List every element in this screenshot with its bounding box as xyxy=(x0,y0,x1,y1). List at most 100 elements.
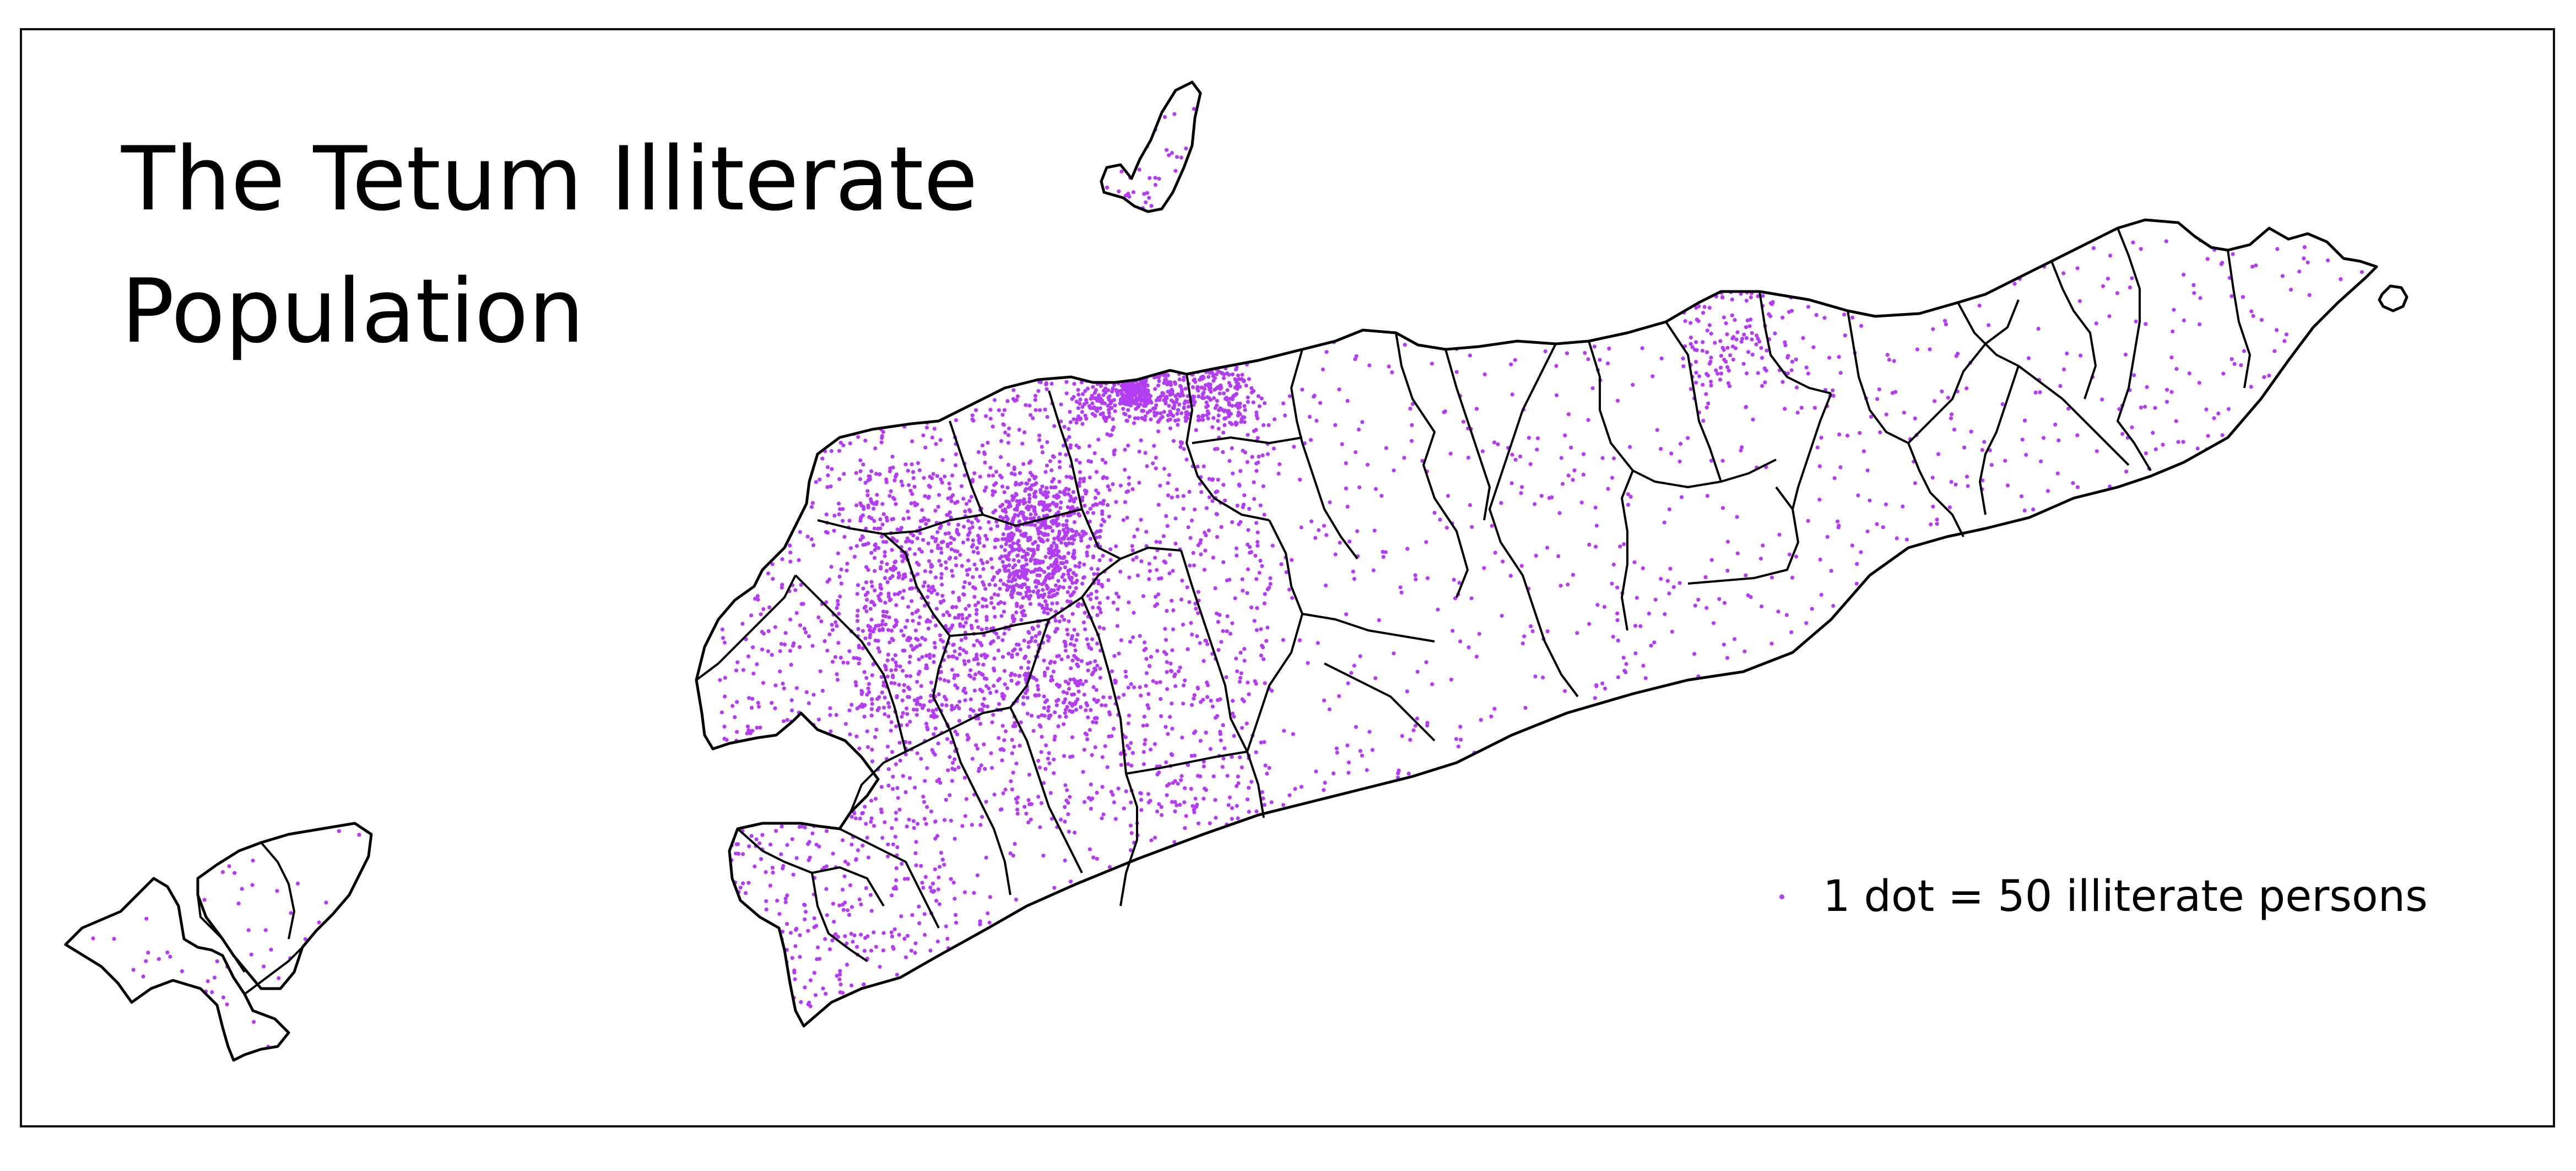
population-dot xyxy=(1150,970,1154,975)
population-dot xyxy=(908,674,913,678)
population-dot xyxy=(920,636,924,640)
population-dot xyxy=(1080,530,1085,534)
population-dot xyxy=(1204,847,1209,851)
population-dot xyxy=(1620,700,1625,705)
population-dot xyxy=(1194,607,1198,611)
population-dot xyxy=(1270,992,1274,997)
population-dot xyxy=(869,707,874,711)
population-dot xyxy=(1575,631,1579,635)
population-dot xyxy=(1051,454,1055,458)
population-dot xyxy=(954,418,958,423)
population-dot xyxy=(2013,946,2017,950)
population-dot xyxy=(2060,634,2065,638)
population-dot xyxy=(1760,384,1765,388)
population-dot xyxy=(1259,740,1263,744)
population-dot xyxy=(1891,269,1895,274)
population-dot xyxy=(1316,827,1320,832)
population-dot xyxy=(2024,1018,2028,1022)
population-dot xyxy=(881,539,886,544)
population-dot xyxy=(912,646,917,651)
population-dot xyxy=(1100,816,1104,821)
population-dot xyxy=(2315,344,2320,348)
population-dot xyxy=(1583,350,1587,355)
population-dot xyxy=(1633,651,1638,656)
population-dot xyxy=(888,566,893,571)
population-dot xyxy=(1024,481,1029,485)
population-dot xyxy=(1052,424,1057,428)
population-dot xyxy=(1587,263,1592,267)
population-dot xyxy=(1760,817,1765,821)
population-dot xyxy=(1673,915,1677,919)
population-dot xyxy=(939,576,944,580)
population-dot xyxy=(1509,481,1514,485)
population-dot xyxy=(809,374,814,379)
population-dot xyxy=(1064,715,1068,719)
population-dot xyxy=(944,697,949,701)
population-dot xyxy=(1129,294,1134,299)
population-dot xyxy=(1415,670,1420,674)
population-dot xyxy=(1569,846,1573,851)
population-dot xyxy=(1036,795,1041,799)
population-dot xyxy=(1140,935,1144,940)
population-dot xyxy=(2251,314,2255,319)
population-dot xyxy=(866,505,870,510)
population-dot xyxy=(866,855,870,860)
population-dot xyxy=(2130,214,2134,218)
population-dot xyxy=(1011,541,1015,546)
population-dot xyxy=(837,512,841,516)
population-dot xyxy=(903,790,908,795)
population-dot xyxy=(1590,386,1595,391)
population-dot xyxy=(1949,855,1953,859)
population-dot xyxy=(931,472,935,476)
population-dot xyxy=(1109,374,1113,378)
population-dot xyxy=(1180,214,1184,218)
population-dot xyxy=(1474,655,1479,659)
population-dot xyxy=(1138,685,1142,689)
population-dot xyxy=(1002,601,1006,606)
population-dot xyxy=(1196,686,1200,690)
population-dot xyxy=(1667,1024,1671,1026)
population-dot xyxy=(788,805,793,810)
population-dot xyxy=(1371,945,1376,949)
population-dot xyxy=(825,465,830,470)
population-dot xyxy=(2050,222,2054,227)
population-dot xyxy=(968,714,972,719)
population-dot xyxy=(1487,946,1492,951)
population-dot xyxy=(971,575,975,579)
population-dot xyxy=(1547,812,1552,816)
population-dot xyxy=(1097,625,1102,629)
population-dot xyxy=(2367,374,2372,379)
population-dot xyxy=(2089,603,2093,607)
population-dot xyxy=(1031,416,1035,420)
population-dot xyxy=(1075,603,1080,608)
population-dot xyxy=(782,439,786,444)
population-dot xyxy=(2286,498,2290,503)
population-dot xyxy=(1037,408,1042,412)
population-dot xyxy=(864,382,869,386)
population-dot xyxy=(907,660,912,665)
population-dot xyxy=(1539,872,1543,877)
population-dot xyxy=(1332,771,1336,776)
population-dot xyxy=(1571,289,1576,294)
population-dot xyxy=(1119,638,1123,643)
population-dot xyxy=(1233,825,1237,829)
population-dot xyxy=(1111,601,1116,605)
population-dot xyxy=(846,661,850,665)
population-dot xyxy=(1413,1014,1417,1018)
population-dot xyxy=(1773,722,1778,727)
population-dot xyxy=(2179,692,2183,696)
population-dot xyxy=(865,411,870,415)
population-dot xyxy=(1860,762,1865,766)
population-dot xyxy=(1346,681,1350,686)
population-dot xyxy=(761,681,766,685)
population-dot xyxy=(2291,761,2296,765)
population-dot xyxy=(914,636,918,641)
population-dot xyxy=(2106,277,2110,281)
population-dot xyxy=(1254,468,1259,473)
population-dot xyxy=(1252,497,1257,501)
population-dot xyxy=(842,765,846,770)
population-dot xyxy=(2057,438,2061,443)
population-dot xyxy=(1081,770,1085,774)
population-dot xyxy=(778,649,782,654)
population-dot xyxy=(2361,496,2366,500)
